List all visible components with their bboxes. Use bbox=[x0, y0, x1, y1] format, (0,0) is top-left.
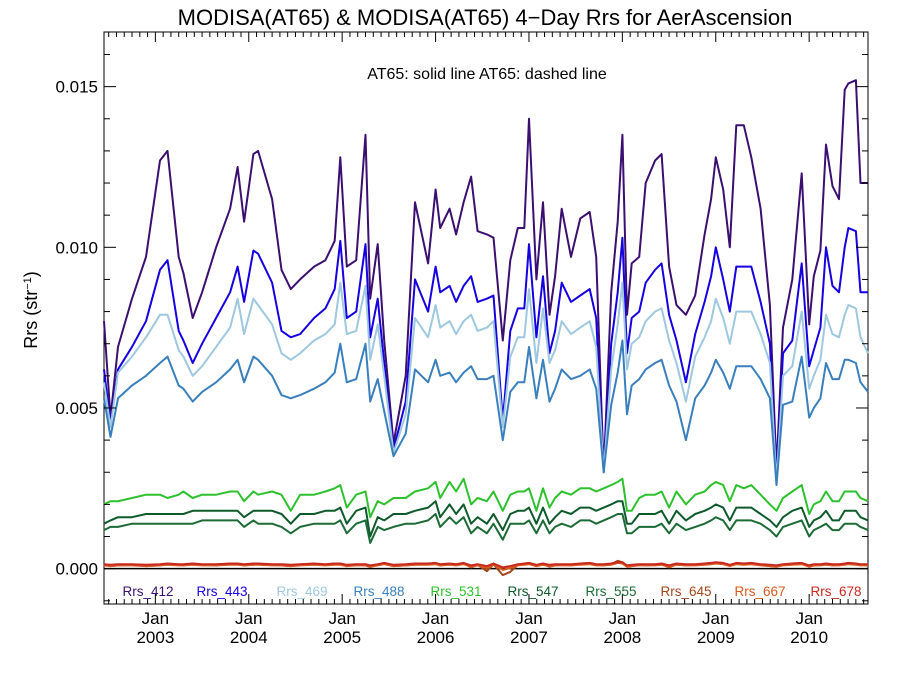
x-tick-month-label: Jan bbox=[422, 609, 449, 628]
series-line-rrs-547 bbox=[103, 500, 869, 538]
legend-item-rrs-469: Rrs_469 bbox=[276, 584, 327, 599]
x-tick-month-label: Jan bbox=[795, 609, 822, 628]
y-axis-label: Rrs (str−1) bbox=[21, 271, 41, 349]
legend-item-rrs-555: Rrs_555 bbox=[585, 584, 636, 599]
x-tick-month-label: Jan bbox=[515, 609, 542, 628]
plot-area bbox=[103, 31, 869, 605]
x-tick-month-label: Jan bbox=[328, 609, 355, 628]
x-tick-month-label: Jan bbox=[142, 609, 169, 628]
series-line-rrs-667 bbox=[103, 561, 868, 571]
x-tick-month-label: Jan bbox=[609, 609, 636, 628]
x-tick-year-label: 2010 bbox=[790, 628, 828, 647]
series-line-rrs-488 bbox=[103, 339, 869, 487]
x-tick-year-label: 2004 bbox=[230, 628, 268, 647]
y-tick-label: 0.015 bbox=[55, 78, 98, 97]
x-tick-month-label: Jan bbox=[235, 609, 262, 628]
legend-item-rrs-667: Rrs_667 bbox=[734, 584, 785, 599]
legend-item-rrs-645: Rrs_645 bbox=[660, 584, 711, 599]
plot-frame bbox=[103, 31, 869, 605]
x-tick-year-label: 2003 bbox=[136, 628, 174, 647]
legend-item-rrs-547: Rrs_547 bbox=[507, 584, 558, 599]
x-tick-year-label: 2007 bbox=[510, 628, 548, 647]
legend: Rrs_412 Rrs_443 Rrs_469 Rrs_488 Rrs_531 Rrs_5… bbox=[122, 584, 861, 599]
legend-item-rrs-678: Rrs_678 bbox=[810, 584, 861, 599]
series-line-rrs-443 bbox=[103, 227, 868, 480]
x-tick-year-label: 2009 bbox=[697, 628, 735, 647]
y-tick-label: 0.000 bbox=[55, 560, 98, 579]
y-tick-label: 0.005 bbox=[55, 399, 98, 418]
line-style-annotation: AT65: solid line AT65: dashed line bbox=[367, 66, 607, 83]
series-line-rrs-531 bbox=[103, 477, 869, 519]
series-line-rrs-678 bbox=[103, 561, 868, 569]
series-line-rrs-469 bbox=[103, 281, 869, 483]
chart-title: MODISA(AT65) & MODISA(AT65) 4−Day Rrs fo… bbox=[178, 5, 793, 30]
legend-item-rrs-412: Rrs_412 bbox=[122, 584, 173, 599]
x-tick-year-label: 2006 bbox=[417, 628, 455, 647]
x-tick-year-label: 2008 bbox=[603, 628, 641, 647]
legend-item-rrs-531: Rrs_531 bbox=[430, 584, 481, 599]
y-axis-ticks: 0.000 0.005 0.010 0.015 bbox=[55, 53, 868, 602]
series-line-rrs-412 bbox=[103, 79, 868, 474]
y-tick-label: 0.010 bbox=[55, 238, 98, 257]
x-axis-ticks: Jan2003Jan2004Jan2005Jan2006Jan2007Jan20… bbox=[108, 32, 865, 647]
x-tick-month-label: Jan bbox=[702, 609, 729, 628]
legend-item-rrs-443: Rrs_443 bbox=[196, 584, 247, 599]
x-tick-year-label: 2005 bbox=[323, 628, 361, 647]
series-line-rrs-555 bbox=[103, 513, 869, 544]
legend-item-rrs-488: Rrs_488 bbox=[353, 584, 404, 599]
